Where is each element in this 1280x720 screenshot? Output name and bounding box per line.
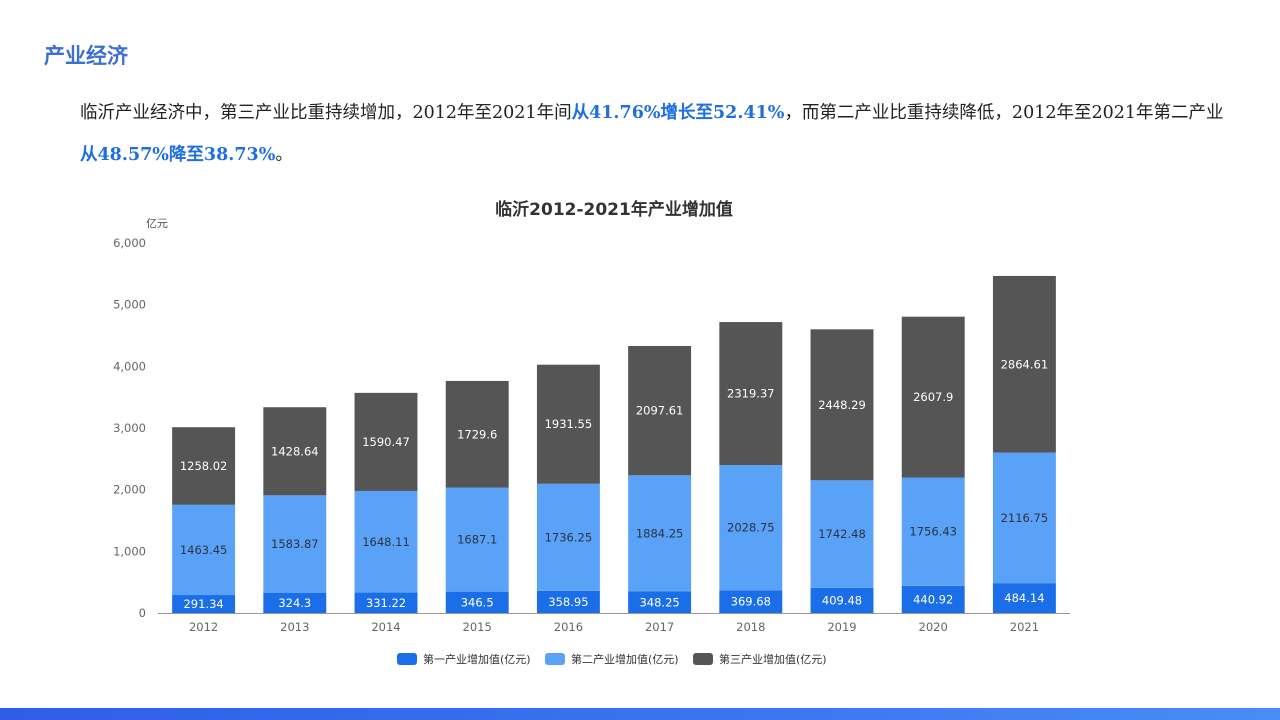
data-label: 440.92 [913, 592, 953, 606]
y-tick-label: 4,000 [113, 359, 146, 373]
data-label: 1884.25 [636, 526, 684, 540]
legend-label: 第一产业增加值(亿元) [423, 652, 531, 666]
x-tick-label: 2015 [463, 620, 492, 634]
bar-segment [719, 322, 783, 466]
y-tick-label: 3,000 [113, 421, 146, 435]
bar-segment [172, 427, 236, 505]
bar-segment [992, 583, 1056, 613]
bar-segment [810, 587, 874, 613]
data-label: 1687.1 [457, 533, 497, 547]
summary-paragraph: 临沂产业经济中，第三产业比重持续增加，2012年至2021年间从41.76%增长… [80, 92, 1230, 176]
data-label: 324.3 [278, 596, 311, 610]
secondary-share-highlight: 从48.57%降至38.73% [80, 145, 276, 165]
data-label: 346.5 [461, 595, 494, 609]
x-tick-label: 2012 [189, 620, 218, 634]
data-label: 1583.87 [271, 537, 319, 551]
y-tick-label: 2,000 [113, 483, 146, 497]
data-label: 1931.55 [545, 417, 593, 431]
bar-segment [536, 364, 600, 484]
bar-segment [263, 593, 327, 613]
data-label: 348.25 [639, 595, 679, 609]
bar-segment [992, 275, 1056, 453]
data-label: 331.22 [366, 596, 406, 610]
bar-segment [172, 504, 236, 596]
data-label: 1590.47 [362, 435, 410, 449]
bar-segment [354, 392, 418, 491]
bar-segment [719, 465, 783, 591]
chart-title: 临沂2012-2021年产业增加值 [495, 199, 733, 220]
x-tick-label: 2018 [736, 620, 765, 634]
legend: 第一产业增加值(亿元) 第二产业增加值(亿元) 第三产业增加值(亿元) [397, 652, 827, 666]
bar-segment [901, 477, 965, 586]
legend-swatch [397, 653, 417, 665]
bar-segment [354, 592, 418, 613]
data-label: 2028.75 [727, 521, 775, 535]
bar-segment [810, 480, 874, 588]
data-label: 1742.48 [818, 527, 866, 541]
legend-label: 第三产业增加值(亿元) [719, 652, 827, 666]
bar-segment [354, 490, 418, 593]
y-axis: 0 1,000 2,000 3,000 4,000 5,000 6,000 [113, 236, 146, 620]
data-label: 2097.61 [636, 404, 684, 418]
data-label: 2864.61 [1001, 357, 1049, 371]
x-tick-label: 2013 [280, 620, 309, 634]
bars-group: 291.34 1463.45 1258.02 324.3 1583.87 1428.64 3… [172, 275, 1056, 613]
summary-text-1: 临沂产业经济中，第三产业比重持续增加，2012年至2021年间 [80, 103, 572, 123]
y-tick-label: 5,000 [113, 298, 146, 312]
bar-segment [901, 585, 965, 613]
data-label: 409.48 [822, 593, 862, 607]
data-label: 484.14 [1004, 591, 1044, 605]
data-label: 2448.29 [818, 398, 866, 412]
x-tick-label: 2017 [645, 620, 674, 634]
legend-swatch [693, 653, 713, 665]
data-label: 369.68 [731, 595, 771, 609]
industry-chart: 临沂2012-2021年产业增加值 亿元 0 1,000 2,000 3,000 4,0… [0, 180, 1280, 690]
summary-text-3: 。 [275, 145, 293, 165]
x-tick-label: 2020 [919, 620, 948, 634]
legend-swatch [545, 653, 565, 665]
bar-segment [263, 495, 327, 593]
data-label: 358.95 [548, 595, 588, 609]
bar-segment [719, 590, 783, 613]
bar-segment [263, 407, 327, 496]
x-tick-label: 2014 [371, 620, 400, 634]
bar-segment [445, 487, 509, 592]
bar-segment [445, 591, 509, 613]
y-tick-label: 6,000 [113, 236, 146, 250]
data-label: 1756.43 [909, 525, 957, 539]
footer-accent-bar [0, 708, 1280, 720]
bar-segment [628, 591, 692, 613]
bar-segment [536, 590, 600, 613]
data-label: 1428.64 [271, 444, 319, 458]
tertiary-share-highlight: 从41.76%增长至52.41% [571, 103, 785, 123]
bar-segment [810, 329, 874, 481]
data-label: 291.34 [183, 597, 223, 611]
section-title: 产业经济 [44, 43, 128, 68]
data-label: 2607.9 [913, 390, 953, 404]
data-label: 2319.37 [727, 387, 775, 401]
x-tick-label: 2021 [1010, 620, 1039, 634]
bar-segment [901, 316, 965, 478]
legend-label: 第二产业增加值(亿元) [571, 652, 679, 666]
stacked-bar-chart: 临沂2012-2021年产业增加值 亿元 0 1,000 2,000 3,000 4,0… [113, 199, 1070, 666]
x-tick-label: 2019 [827, 620, 856, 634]
x-tick-label: 2016 [554, 620, 583, 634]
data-label: 1463.45 [180, 543, 228, 557]
summary-text-2: ，而第二产业比重持续降低，2012年至2021年第二产业 [784, 103, 1224, 123]
bar-segment [536, 483, 600, 591]
bar-segment [628, 475, 692, 592]
y-tick-label: 0 [139, 606, 146, 620]
x-axis: 2012 2013 2014 2015 2016 2017 2018 2019 2020 2021 [189, 620, 1039, 634]
bar-segment [628, 345, 692, 476]
data-label: 1648.11 [362, 535, 410, 549]
data-label: 1736.25 [545, 530, 593, 544]
data-label: 2116.75 [1001, 511, 1049, 525]
bar-segment [172, 595, 236, 613]
data-label: 1258.02 [180, 459, 228, 473]
y-axis-unit: 亿元 [146, 217, 168, 230]
data-label: 1729.6 [457, 427, 497, 441]
bar-segment [445, 380, 509, 488]
bar-segment [992, 452, 1056, 584]
y-tick-label: 1,000 [113, 544, 146, 558]
